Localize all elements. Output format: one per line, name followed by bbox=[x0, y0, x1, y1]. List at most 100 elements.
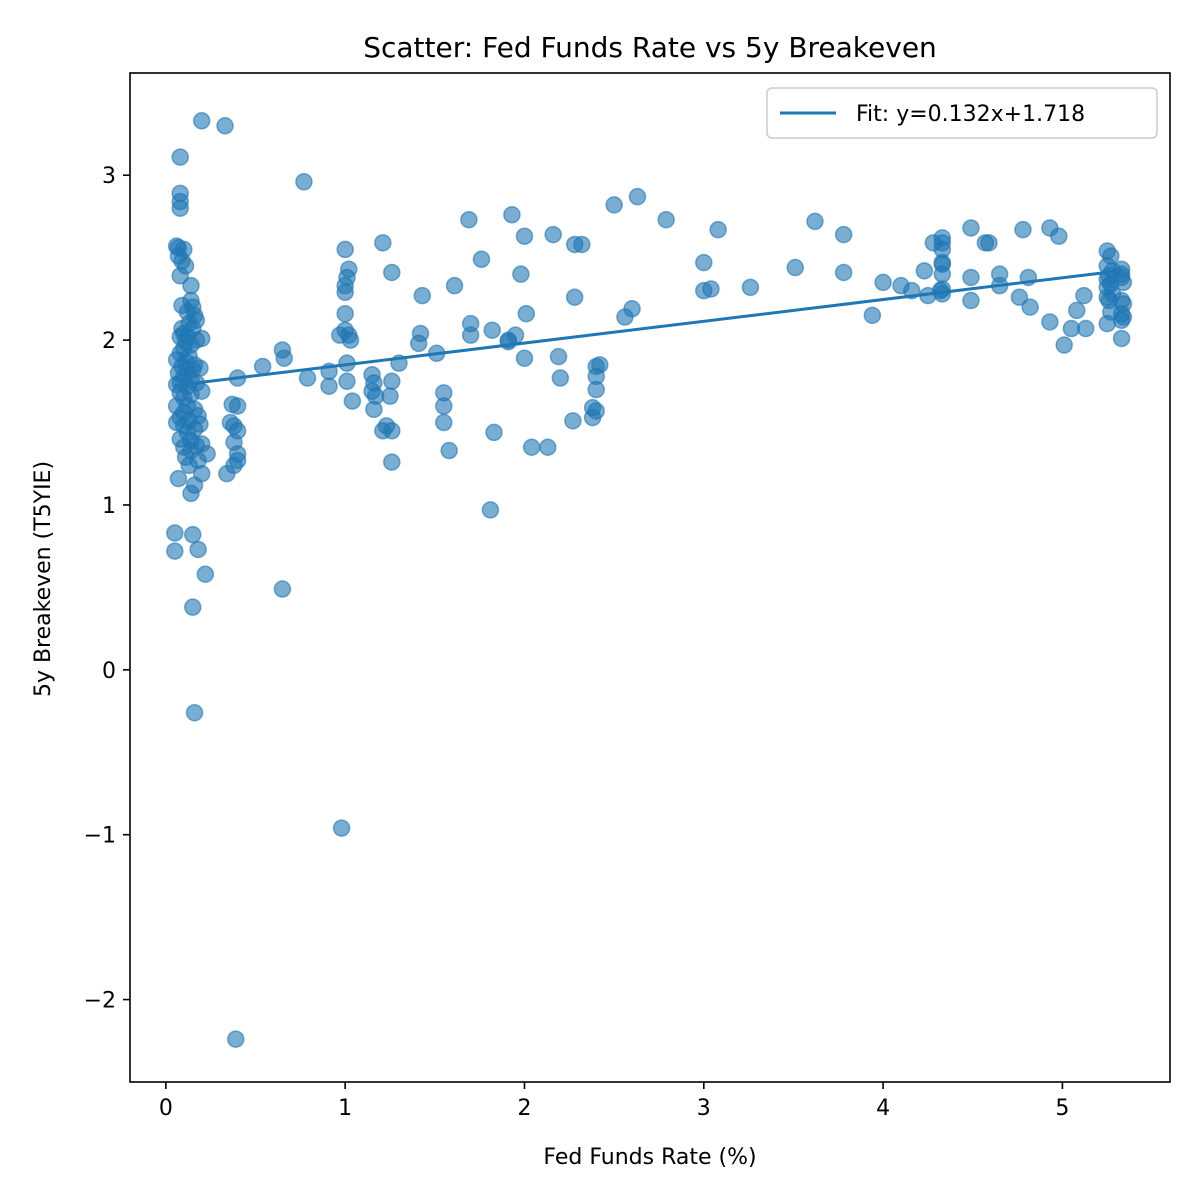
y-axis-label: 5y Breakeven (T5YIE) bbox=[31, 461, 56, 697]
scatter-point-181 bbox=[741, 278, 760, 297]
scatter-point-80 bbox=[189, 540, 207, 559]
scatter-point-86 bbox=[228, 397, 247, 415]
scatter-point-103 bbox=[320, 377, 338, 395]
scatter-point-237 bbox=[1114, 273, 1133, 292]
x-axis: 0 1 2 3 4 5 bbox=[159, 1082, 1069, 1121]
scatter-point-183 bbox=[806, 212, 824, 231]
scatter-point-164 bbox=[573, 235, 591, 254]
scatter-point-98 bbox=[275, 349, 293, 367]
scatter-point-171 bbox=[591, 356, 609, 374]
x-tick-label-4: 4 bbox=[876, 1096, 890, 1121]
legend-frame bbox=[766, 87, 1158, 139]
scatter-point-220 bbox=[1076, 319, 1095, 338]
chart-title: Scatter: Fed Funds Rate vs 5y Breakeven bbox=[363, 31, 937, 64]
scatter-point-96 bbox=[253, 357, 272, 376]
scatter-point-242 bbox=[1112, 311, 1131, 330]
scatter-point-125 bbox=[374, 234, 392, 252]
x-axis-label: Fed Funds Rate (%) bbox=[543, 1145, 756, 1170]
legend-fit-label: Fit: y=0.132x+1.718 bbox=[856, 102, 1085, 127]
scatter-point-130 bbox=[383, 453, 401, 471]
scatter-point-100 bbox=[295, 173, 313, 191]
scatter-point-212 bbox=[1021, 298, 1039, 316]
fit-layer bbox=[174, 269, 1122, 387]
scatter-point-154 bbox=[515, 349, 534, 367]
scatter-point-13 bbox=[182, 276, 200, 295]
scatter-point-146 bbox=[483, 321, 501, 339]
scatter-point-185 bbox=[834, 263, 853, 282]
scatter-point-72 bbox=[180, 456, 198, 475]
scatter-point-243 bbox=[1112, 329, 1131, 348]
scatter-point-133 bbox=[411, 324, 430, 343]
y-tick-label-3: 1 bbox=[102, 494, 116, 519]
scatter-point-203 bbox=[962, 268, 980, 287]
scatter-point-179 bbox=[702, 280, 720, 298]
scatter-point-233 bbox=[1098, 314, 1116, 333]
scatter-point-187 bbox=[874, 273, 892, 292]
scatter-point-84 bbox=[227, 1030, 245, 1048]
scatter-point-144 bbox=[472, 250, 491, 269]
scatter-point-126 bbox=[383, 263, 401, 282]
scatter-point-83 bbox=[185, 703, 204, 722]
scatter-point-147 bbox=[485, 423, 503, 442]
scatter-point-114 bbox=[341, 331, 360, 349]
x-tick-label-5: 5 bbox=[1055, 1096, 1069, 1121]
scatter-point-152 bbox=[512, 265, 530, 283]
scatter-point-122 bbox=[365, 400, 383, 419]
x-tick-label-3: 3 bbox=[697, 1096, 711, 1121]
scatter-point-110 bbox=[336, 304, 354, 323]
scatter-point-79 bbox=[166, 542, 184, 560]
scatter-point-156 bbox=[522, 438, 541, 456]
scatter-point-155 bbox=[517, 304, 536, 323]
y-tick-label-2: 0 bbox=[102, 659, 116, 684]
scatter-point-157 bbox=[539, 438, 557, 456]
scatter-point-175 bbox=[628, 187, 647, 206]
scatter-point-116 bbox=[338, 372, 356, 391]
scatter-point-76 bbox=[182, 484, 200, 503]
scatter-point-202 bbox=[962, 219, 980, 237]
x-tick-label-1: 1 bbox=[338, 1096, 352, 1121]
scatter-point-199 bbox=[933, 265, 952, 283]
x-tick-label-2: 2 bbox=[517, 1096, 531, 1121]
scatter-point-219 bbox=[1075, 286, 1093, 305]
scatter-point-0 bbox=[192, 112, 211, 130]
scatter-point-204 bbox=[962, 291, 980, 310]
scatter-point-209 bbox=[1010, 288, 1029, 306]
scatter-point-206 bbox=[980, 234, 998, 252]
scatter-point-109 bbox=[336, 283, 354, 302]
scatter-point-215 bbox=[1050, 227, 1068, 245]
scatter-point-128 bbox=[381, 387, 399, 405]
scatter-point-129 bbox=[383, 422, 401, 440]
scatter-point-104 bbox=[332, 819, 351, 837]
scatter-point-214 bbox=[1041, 313, 1059, 331]
scatter-point-134 bbox=[413, 286, 432, 305]
scatter-point-140 bbox=[445, 276, 464, 295]
scatter-point-2 bbox=[171, 148, 189, 166]
scatter-point-141 bbox=[460, 210, 478, 229]
scatter-point-5 bbox=[171, 199, 189, 217]
y-tick-label-4: 2 bbox=[102, 329, 116, 354]
scatter-point-174 bbox=[623, 300, 641, 318]
scatter-point-137 bbox=[435, 397, 453, 415]
scatter-point-158 bbox=[544, 225, 562, 244]
scatter-point-186 bbox=[863, 306, 882, 325]
scatter-point-74 bbox=[169, 469, 188, 488]
plot-frame bbox=[129, 72, 1171, 1083]
scatter-point-153 bbox=[515, 227, 534, 245]
scatter-point-161 bbox=[564, 412, 582, 430]
scatter-point-139 bbox=[440, 441, 458, 460]
scatter-point-82 bbox=[184, 598, 202, 616]
scatter-point-182 bbox=[786, 258, 804, 277]
scatter-point-160 bbox=[551, 369, 570, 387]
scatter-point-159 bbox=[549, 347, 568, 366]
scatter-point-150 bbox=[503, 206, 521, 224]
y-tick-label-0: −2 bbox=[84, 989, 116, 1014]
scatter-point-163 bbox=[565, 288, 584, 306]
legend: Fit: y=0.132x+1.718 bbox=[766, 87, 1158, 139]
scatter-point-138 bbox=[435, 413, 453, 432]
scatter-point-78 bbox=[184, 525, 202, 544]
scatter-point-81 bbox=[196, 565, 215, 583]
scatter-point-101 bbox=[298, 369, 317, 387]
